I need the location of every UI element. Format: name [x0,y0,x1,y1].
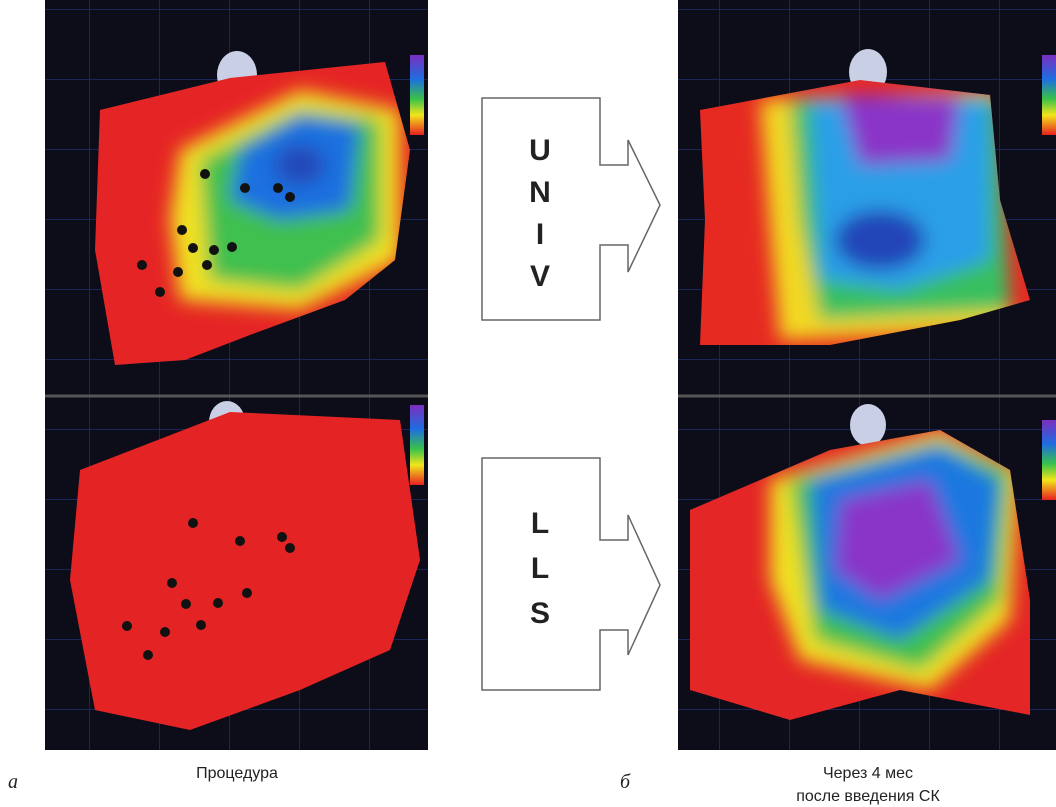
marker [850,404,886,446]
arrow-letter: I [536,218,544,251]
caption: после введения СК [796,788,940,805]
arrow-letter: L [531,552,549,585]
panel-a [45,0,440,750]
caption: Процедура [196,765,278,782]
arrow-letter: N [529,176,551,209]
arrow-letter: U [529,134,551,167]
panel-label: а [8,771,18,793]
figure: UNIVLLS а Процедура б Через 4 мес после … [0,0,1056,807]
arrow-letter: L [531,507,549,540]
panel-label: б [620,771,631,793]
panel-b [678,0,1056,750]
arrows [482,98,660,690]
arrow-letter: V [530,260,550,293]
arrow [482,458,660,690]
arrow [482,98,660,320]
caption: Через 4 мес [823,765,913,782]
arrow-letter: S [530,597,550,630]
